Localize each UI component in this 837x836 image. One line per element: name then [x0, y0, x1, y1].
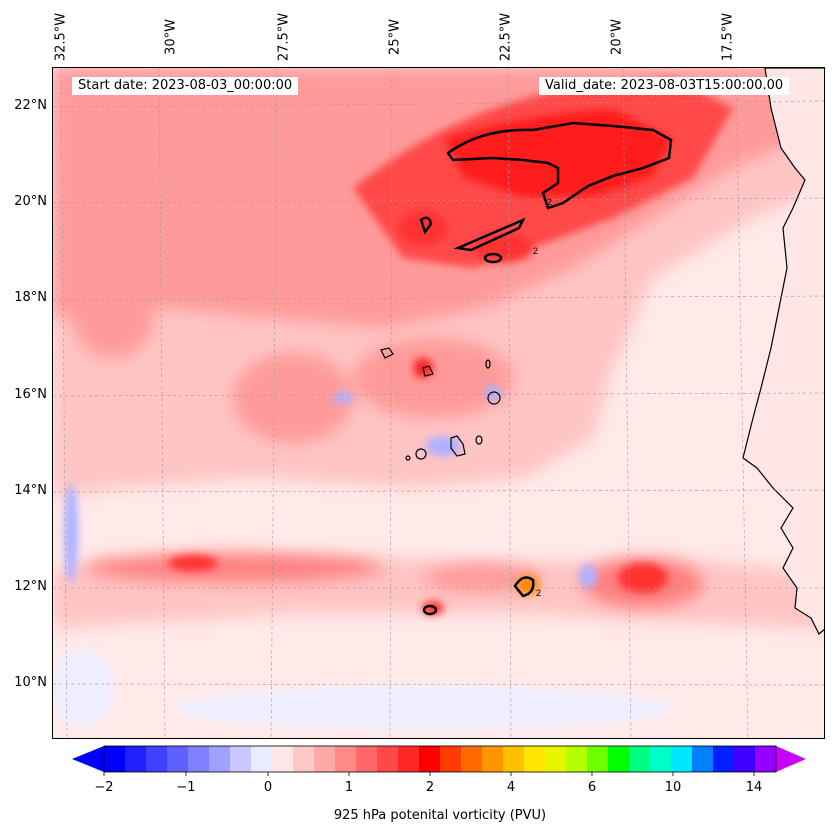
colorbar-label: 925 hPa potenital vorticity (PVU) — [333, 808, 547, 823]
latitude-label: 12°N — [14, 579, 47, 594]
longitude-label: 20°W — [609, 19, 625, 55]
colorbar-tick: 2 — [425, 780, 435, 795]
colorbar-bin — [545, 746, 567, 772]
latitude-label: 20°N — [14, 194, 47, 209]
colorbar-bin — [377, 746, 399, 772]
pv-map: 2 2 2 — [52, 67, 825, 739]
colorbar-tick: −1 — [176, 780, 196, 795]
pv-contour-2 — [419, 121, 673, 616]
cape-verde-islands — [380, 347, 501, 461]
colorbar-tick: 4 — [506, 780, 516, 795]
colorbar-bin — [671, 746, 693, 772]
colorbar-tick: 1 — [344, 780, 354, 795]
pv-field: 2 2 2 — [53, 68, 824, 738]
colorbar-bin — [293, 746, 315, 772]
colorbar-bin — [755, 746, 777, 772]
colorbar-bin — [524, 746, 546, 772]
colorbar-bin — [440, 746, 462, 772]
colorbar-bin — [713, 746, 735, 772]
longitude-label: 17.5°W — [720, 12, 736, 62]
longitude-label: 22.5°W — [498, 12, 514, 62]
colorbar-bin — [272, 746, 294, 772]
contour-label: 2 — [533, 246, 538, 256]
colorbar-bin — [335, 746, 357, 772]
start-date-label: Start date: 2023-08-03_00:00:00 — [72, 77, 299, 95]
colorbar-bin — [398, 746, 420, 772]
longitude-label: 30°W — [163, 19, 179, 55]
colorbar-bin — [587, 746, 609, 772]
colorbar-bin — [650, 746, 672, 772]
colorbar-extend-right — [776, 746, 806, 772]
colorbar-bin — [608, 746, 630, 772]
colorbar-bin — [482, 746, 504, 772]
valid-date-label: Valid_date: 2023-08-03T15:00:00.00 — [539, 77, 790, 95]
colorbar-bin — [104, 746, 126, 772]
colorbar-bin — [461, 746, 483, 772]
colorbar-bin — [251, 746, 273, 772]
colorbar-tick: 14 — [745, 780, 763, 795]
longitude-label: 27.5°W — [276, 12, 292, 62]
colorbar-bin — [125, 746, 147, 772]
latitude-label: 22°N — [14, 98, 47, 113]
latitude-label: 14°N — [14, 483, 47, 498]
colorbar-bin — [314, 746, 336, 772]
colorbar — [72, 745, 806, 776]
colorbar-bin — [167, 746, 189, 772]
latitude-label: 16°N — [14, 387, 47, 402]
contour-label: 2 — [536, 588, 541, 598]
colorbar-tick: −2 — [94, 780, 114, 795]
colorbar-extend-left — [72, 746, 104, 772]
latitude-label: 18°N — [14, 290, 47, 305]
colorbar-bin — [503, 746, 525, 772]
longitude-label: 25°W — [387, 19, 403, 55]
strong-positive-field — [168, 78, 733, 615]
colorbar-tick: 0 — [263, 780, 273, 795]
colorbar-bin — [356, 746, 378, 772]
africa-coastline — [742, 68, 824, 635]
colorbar-bin — [692, 746, 714, 772]
latitude-label: 10°N — [14, 675, 47, 690]
colorbar-tick: 10 — [664, 780, 682, 795]
colorbar-bin — [188, 746, 210, 772]
graticule — [53, 68, 824, 738]
contour-label: 2 — [547, 197, 552, 207]
colorbar-bin — [209, 746, 231, 772]
colorbar-bin — [419, 746, 441, 772]
colorbar-tick: 6 — [587, 780, 597, 795]
colorbar-bin — [566, 746, 588, 772]
colorbar-bin — [146, 746, 168, 772]
colorbar-bin — [734, 746, 756, 772]
longitude-label: 32.5°W — [53, 12, 69, 62]
colorbar-bin — [230, 746, 252, 772]
colorbar-bin — [629, 746, 651, 772]
